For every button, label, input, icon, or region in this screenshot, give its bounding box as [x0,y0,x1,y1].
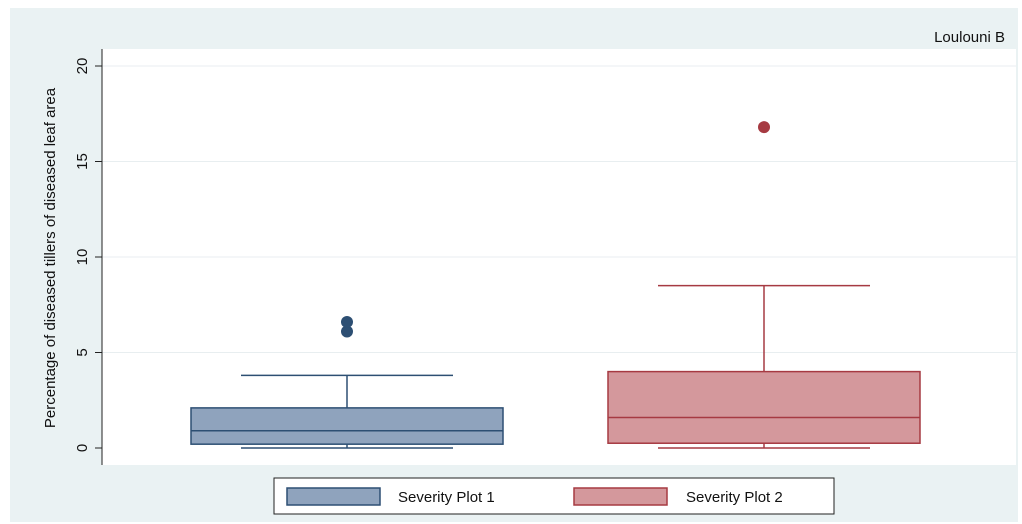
legend: Severity Plot 1 Severity Plot 2 [273,477,835,515]
outlier-severity-plot-1-2 [341,315,353,328]
legend-label-severity-plot-2: Severity Plot 2 [686,489,783,506]
y-tick-label-20: 20 [74,58,91,75]
outlier-severity-plot-1-1 [341,325,353,338]
gridlines [102,65,1016,353]
y-axis-title: Percentage of diseased tillers of diseas… [42,87,59,428]
y-tick-label-5: 5 [74,348,91,356]
legend-swatch-severity-plot-1 [286,487,381,506]
chart-subtitle: Loulouni B [934,29,1005,46]
y-tick-label-10: 10 [74,249,91,266]
box-severity-plot-2 [607,121,921,449]
legend-swatch-severity-plot-2 [573,487,668,506]
iqr-box-severity-plot-1 [190,407,504,445]
boxes [190,121,921,449]
y-axis: 0 5 10 15 20 [74,49,103,465]
outlier-severity-plot-2-1 [758,121,770,134]
iqr-box-severity-plot-2 [607,370,921,444]
y-tick-label-15: 15 [74,153,91,170]
y-tick-label-0: 0 [74,444,91,452]
legend-label-severity-plot-1: Severity Plot 1 [398,489,495,506]
box-severity-plot-1 [190,315,504,449]
